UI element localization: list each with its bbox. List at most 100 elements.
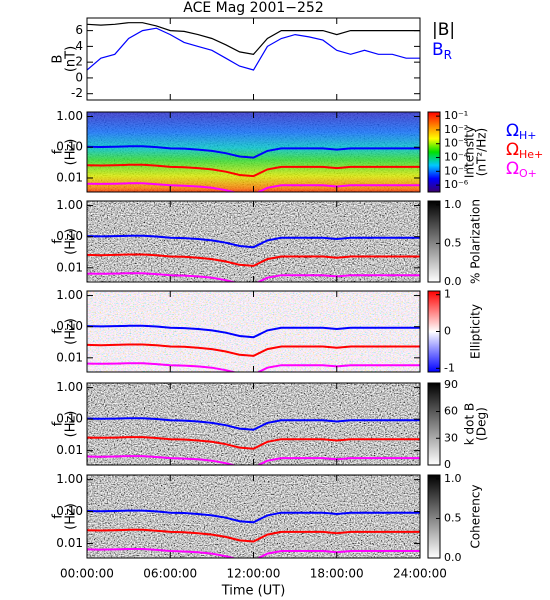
colorbar-label: Coherency [469, 484, 483, 548]
y-tick-label: 0.10 [56, 412, 83, 426]
x-tick-label: 00:00:00 [60, 567, 114, 581]
y-axis-label: (Hz) [64, 411, 79, 438]
colorbar-tick-label: 0.5 [444, 236, 462, 249]
series-line [87, 417, 420, 431]
colorbar-label: Ellipticity [469, 304, 483, 359]
colorbar-label: (nT²/Hz) [475, 128, 489, 176]
colorbar-tick-label: 90 [444, 378, 458, 391]
series-line [87, 22, 420, 55]
legend-entry: ΩHe+ [506, 140, 543, 161]
y-tick-label: 1.00 [56, 288, 83, 302]
colorbar-tick-label: 10⁻¹ [444, 109, 468, 122]
colorbar-tick-label: 1.0 [444, 472, 462, 485]
y-tick-label: 6 [75, 23, 83, 37]
colorbar-label: % Polarization [469, 199, 483, 284]
colorbar [427, 474, 441, 559]
y-axis-label: f [51, 421, 66, 426]
series-line [87, 182, 420, 192]
colorbar-tick-label: -1 [444, 361, 455, 374]
colorbar-tick-label: 10⁻⁶ [444, 178, 469, 191]
series-line [87, 324, 420, 339]
legend-subscript: H+ [519, 129, 537, 142]
legend-name: B [432, 40, 444, 60]
x-tick-label: 12:00:00 [227, 567, 281, 581]
x-tick-label: 06:00:00 [143, 567, 197, 581]
legend-name: Ω [506, 159, 519, 179]
y-tick-label: 0 [75, 70, 83, 84]
series-line [87, 234, 420, 249]
spectrogram [87, 475, 420, 558]
colorbar-tick-label: 10⁻⁵ [444, 164, 468, 177]
colorbar-tick-label: 0 [444, 325, 451, 338]
colorbar-tick-label: 0 [444, 458, 451, 471]
y-axis-label: (Hz) [64, 139, 79, 166]
colorbar-label: k dot B [463, 403, 477, 445]
legend-subscript: O+ [519, 167, 537, 180]
series-line [87, 343, 420, 357]
y-tick-label: 0.01 [56, 170, 83, 184]
legend-name: Ω [506, 121, 519, 141]
y-axis-label: (nT) [64, 46, 79, 72]
y-tick-label: 0.01 [56, 260, 83, 274]
legend-entry: ΩH+ [506, 121, 537, 142]
y-axis-label: f [51, 514, 66, 519]
y-tick-label: 1.00 [56, 472, 83, 486]
colorbar-tick-label: 30 [444, 431, 458, 444]
colorbar [427, 382, 441, 466]
y-axis-label: f [51, 329, 66, 334]
series-line [87, 528, 420, 543]
spectrogram [87, 201, 420, 282]
y-axis-label: (Hz) [64, 318, 79, 345]
colorbar-tick-label: 0.5 [444, 511, 462, 524]
legend-subscript: He+ [519, 148, 543, 161]
y-tick-label: 0.01 [56, 536, 83, 550]
y-axis-label: f [51, 149, 66, 154]
y-tick-label: 1.00 [56, 198, 83, 212]
legend-entry: BR [432, 40, 452, 62]
colorbar-tick-label: 0.0 [444, 275, 462, 288]
y-tick-label: 0.10 [56, 504, 83, 518]
colorbar-tick-label: 1 [444, 288, 451, 301]
legend-name: |B| [432, 20, 455, 40]
colorbar-tick-label: 10⁻⁴ [444, 151, 469, 164]
series-line [87, 436, 420, 450]
y-tick-label: 0.10 [56, 140, 83, 154]
y-axis-label: B [51, 55, 66, 64]
colorbar-tick-label: 0.0 [444, 551, 462, 564]
colorbar [427, 111, 441, 193]
colorbar-label: (Deg) [475, 407, 489, 441]
x-axis-label: Time (UT) [221, 584, 286, 599]
y-tick-label: 1.00 [56, 109, 83, 123]
colorbar-tick-label: 60 [444, 405, 458, 418]
colorbar-tick-label: 10⁻² [444, 123, 468, 136]
spectrogram-texture [87, 112, 420, 192]
y-tick-label: 0.10 [56, 319, 83, 333]
series-line [87, 362, 420, 372]
y-axis-label: (Hz) [64, 503, 79, 530]
colorbar-tick-label: 10⁻³ [444, 137, 468, 150]
legend-entry: ΩO+ [506, 159, 537, 180]
legend-entry: |B| [432, 20, 455, 40]
series-line [87, 548, 420, 558]
y-tick-label: 0.01 [56, 350, 83, 364]
series-line [87, 145, 420, 159]
y-tick-label: 0.10 [56, 229, 83, 243]
y-tick-label: 4 [75, 39, 83, 53]
legend-name: Ω [506, 140, 519, 160]
series-line [87, 163, 420, 178]
colorbar-label: Intensity [463, 126, 477, 178]
y-tick-label: 2 [75, 55, 83, 69]
y-axis-label: f [51, 239, 66, 244]
y-tick-label: 0.01 [56, 443, 83, 457]
colorbar-tick-label: 1.0 [444, 198, 462, 211]
series-line [87, 509, 420, 524]
y-tick-label: 1.00 [56, 380, 83, 394]
spectrogram-texture [87, 291, 420, 372]
chart-title: ACE Mag 2001−252 [183, 0, 323, 16]
colorbar [427, 200, 441, 283]
x-tick-label: 18:00:00 [310, 567, 364, 581]
y-axis-label: (Hz) [64, 228, 79, 255]
series-line [87, 27, 420, 71]
